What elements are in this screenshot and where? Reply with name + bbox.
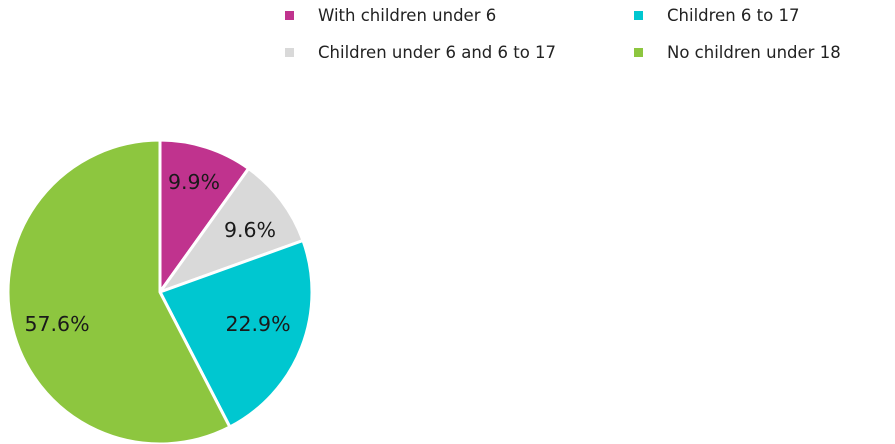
- legend-item-children-under-6-and-6-to-17[interactable]: Children under 6 and 6 to 17: [285, 42, 634, 62]
- slice-value-label: 9.6%: [224, 218, 276, 242]
- slice-value-label: 57.6%: [24, 312, 89, 336]
- legend-item-children-6-to-17[interactable]: Children 6 to 17: [634, 5, 884, 25]
- pie-slice[interactable]: [158, 239, 314, 429]
- chart-legend: With children under 6 Children 6 to 17 C…: [285, 5, 885, 62]
- legend-label: No children under 18: [667, 42, 841, 62]
- legend-swatch: [634, 47, 643, 57]
- legend-label: Children 6 to 17: [667, 5, 800, 25]
- legend-item-with-children-under-6[interactable]: With children under 6: [285, 5, 634, 25]
- legend-label: With children under 6: [318, 5, 497, 25]
- pie-slice[interactable]: [158, 166, 305, 294]
- slice-value-label: 22.9%: [225, 312, 290, 336]
- pie-slice[interactable]: [158, 138, 251, 294]
- legend-label: Children under 6 and 6 to 17: [318, 42, 557, 62]
- legend-item-no-children-under-18[interactable]: No children under 18: [634, 42, 884, 62]
- legend-swatch: [285, 47, 294, 57]
- legend-swatch: [285, 10, 294, 20]
- legend-swatch: [634, 10, 643, 20]
- slice-value-label: 9.9%: [168, 170, 220, 194]
